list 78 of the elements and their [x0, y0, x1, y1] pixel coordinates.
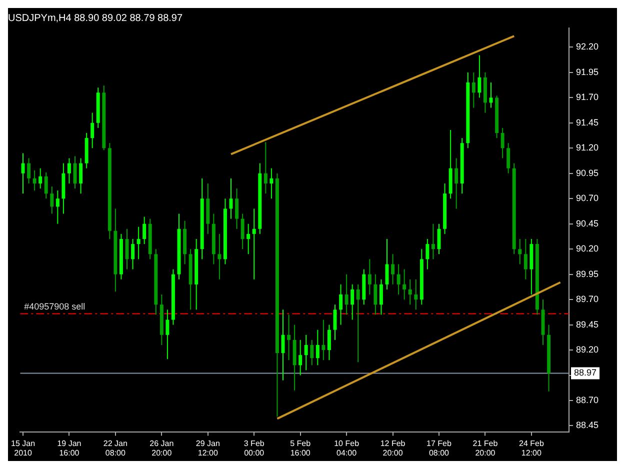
candlestick — [356, 284, 360, 363]
candlestick — [454, 158, 458, 210]
candlestick — [402, 268, 406, 300]
candlestick — [136, 226, 140, 260]
ref-line-label: #40957908 sell — [24, 302, 86, 312]
x-tick-label: 3 Feb 00:00 — [244, 438, 265, 458]
candlestick — [414, 278, 418, 310]
y-tick-label: 90.70 — [576, 193, 599, 204]
candlestick — [270, 168, 274, 200]
candlestick — [472, 72, 476, 108]
y-tick-label: 89.95 — [576, 268, 599, 279]
candlestick — [68, 158, 71, 184]
x-tick-label: 15 Jan 2010 — [10, 438, 36, 458]
candlestick — [131, 238, 135, 270]
candlestick — [518, 238, 522, 265]
candlestick — [90, 112, 94, 149]
x-tick-label: 22 Jan 08:00 — [103, 438, 128, 458]
x-tick-label: 24 Feb 12:00 — [518, 438, 544, 458]
y-tick-label: 91.20 — [576, 142, 599, 153]
y-tick-label: 88.70 — [576, 394, 599, 405]
x-tick-label: 29 Jan 12:00 — [196, 438, 220, 458]
y-tick-label: 92.20 — [576, 42, 599, 52]
candlestick — [524, 238, 528, 280]
candlestick — [240, 213, 244, 250]
candlestick — [316, 329, 320, 366]
x-tick-label: 19 Jan 16:00 — [57, 438, 82, 458]
y-tick-label: 91.45 — [576, 117, 599, 128]
candlestick — [339, 284, 343, 326]
candlestick — [310, 339, 314, 366]
candlestick — [44, 172, 48, 200]
x-tick-label: 5 Feb 16:00 — [290, 438, 312, 458]
y-tick-label: 90.45 — [576, 218, 599, 228]
y-tick-label: 91.95 — [576, 66, 599, 77]
ref-line-label: 88.97 — [574, 368, 597, 378]
candlestick — [478, 54, 482, 98]
y-tick-label: 89.45 — [576, 319, 599, 330]
candlestick — [500, 127, 504, 159]
y-tick-label: 88.45 — [576, 420, 599, 430]
candlestick — [374, 274, 378, 316]
candlestick — [426, 238, 430, 270]
candlestick — [246, 223, 250, 255]
candlestick — [252, 208, 256, 280]
y-tick-label: 90.95 — [576, 168, 599, 178]
x-tick-label: 26 Jan 20:00 — [150, 438, 174, 458]
candlestick — [142, 216, 146, 245]
x-tick-label: 12 Feb 20:00 — [380, 438, 406, 458]
candlestick — [27, 158, 31, 184]
candlestick — [391, 254, 395, 285]
chart-title: USDJPYm,H4 88.90 89.02 88.79 88.97 — [8, 12, 183, 24]
x-tick-label: 17 Feb 08:00 — [426, 438, 452, 458]
candlestick — [287, 314, 291, 361]
y-tick-label: 89.20 — [576, 344, 599, 355]
candlestick — [431, 223, 435, 260]
candlestick — [298, 339, 302, 376]
x-tick-label: 21 Feb 20:00 — [472, 438, 498, 458]
candlestick — [79, 158, 83, 194]
candlestick — [38, 168, 42, 190]
y-tick-label: 90.20 — [576, 244, 599, 254]
candlestick — [344, 274, 348, 316]
candlestick — [304, 334, 308, 371]
y-tick-label: 89.70 — [576, 294, 599, 304]
candlestick — [322, 319, 326, 361]
candlestick — [166, 309, 170, 360]
candlestick — [56, 190, 60, 224]
y-tick-label: 91.70 — [576, 92, 599, 102]
x-tick-label: 10 Feb 04:00 — [334, 438, 360, 458]
candlestick — [506, 142, 510, 174]
candlestick — [50, 186, 54, 214]
candlestick — [350, 284, 354, 320]
candlestick — [396, 264, 400, 296]
candlestick — [264, 142, 268, 194]
candlestick — [379, 278, 383, 316]
candlestick — [327, 324, 331, 361]
candlestick — [368, 258, 372, 296]
candlestick — [235, 188, 239, 230]
candlestick — [408, 278, 412, 306]
candlestick — [218, 233, 222, 280]
candlestick — [32, 170, 36, 192]
